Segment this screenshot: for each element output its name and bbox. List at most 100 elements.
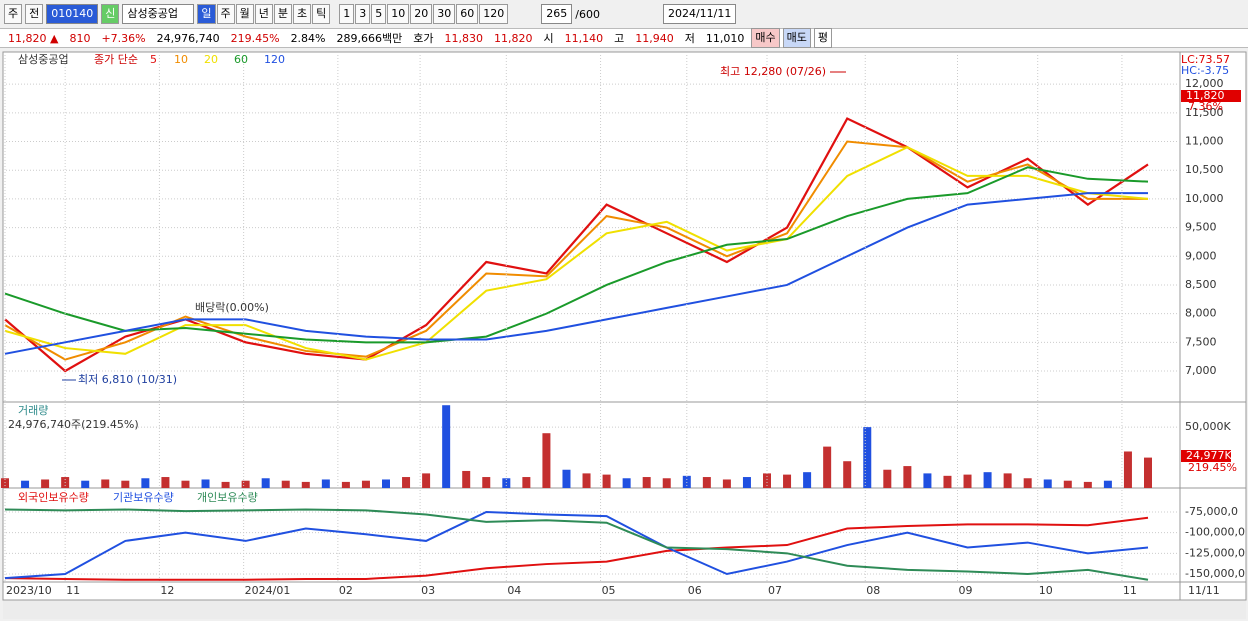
y-tick-label: 9,500 bbox=[1185, 221, 1217, 234]
volume-bar bbox=[1103, 480, 1112, 488]
interval-button[interactable]: 5 bbox=[371, 4, 387, 24]
volume-bar bbox=[1083, 481, 1092, 488]
quote-field: +7.36% bbox=[101, 31, 146, 45]
series-line bbox=[4, 508, 1149, 581]
y-tick-label: 7,000 bbox=[1185, 364, 1217, 377]
y-tick-label: -75,000,0 bbox=[1185, 505, 1238, 518]
volume-bar bbox=[763, 473, 771, 488]
period-button[interactable]: 월 bbox=[235, 4, 254, 24]
volume-bar bbox=[562, 469, 571, 488]
period-button[interactable]: 주 bbox=[216, 4, 235, 24]
count-input[interactable]: 265 bbox=[541, 4, 573, 24]
x-tick-label: 05 bbox=[602, 584, 616, 597]
volume-bar bbox=[382, 479, 390, 488]
volume-bar bbox=[442, 405, 451, 488]
quote-field: 고 bbox=[614, 32, 625, 45]
volume-bar bbox=[41, 479, 50, 488]
series-line bbox=[4, 510, 1149, 580]
interval-button[interactable]: 30 bbox=[433, 4, 456, 24]
lc-label: LC:73.57 bbox=[1181, 53, 1230, 66]
panel-subtitle: 24,976,740주(219.45%) bbox=[8, 418, 139, 431]
market-select[interactable]: 주 bbox=[4, 4, 23, 24]
interval-button[interactable]: 10 bbox=[387, 4, 410, 24]
period-button[interactable]: 초 bbox=[293, 4, 312, 24]
x-tick-label: 11 bbox=[1123, 584, 1137, 597]
interval-button[interactable]: 20 bbox=[410, 4, 433, 24]
volume-bar bbox=[1043, 479, 1052, 488]
volume-bar bbox=[1003, 473, 1012, 488]
date-input[interactable]: 2024/11/11 bbox=[662, 4, 737, 24]
volume-bar bbox=[121, 480, 130, 488]
y-tick-label: 8,000 bbox=[1185, 307, 1217, 320]
volume-bar bbox=[983, 472, 992, 488]
view-select[interactable]: 전 bbox=[25, 4, 44, 24]
volume-bar bbox=[582, 473, 591, 488]
period-button[interactable]: 일 bbox=[197, 4, 216, 24]
y-tick-label: -150,000,0 bbox=[1185, 567, 1245, 580]
annotation: 최저 6,810 (10/31) bbox=[78, 373, 177, 386]
volume-bar bbox=[863, 427, 872, 488]
legend-item: 5 bbox=[150, 53, 157, 66]
series-line bbox=[4, 146, 1149, 361]
quote-field: 24,976,740 bbox=[156, 31, 220, 45]
volume-bar bbox=[923, 473, 932, 488]
scroll-bar[interactable] bbox=[3, 601, 1246, 619]
trade-button[interactable]: 매도 bbox=[782, 28, 811, 48]
volume-bar bbox=[261, 478, 270, 488]
interval-group: 1 3 5 10 20 30 60 120 bbox=[339, 4, 509, 24]
volume-bar bbox=[301, 481, 310, 488]
last-volume: 24,977K bbox=[1186, 449, 1232, 462]
y-tick-label: 50,000K bbox=[1185, 420, 1231, 433]
quote-field: 11,010 bbox=[705, 31, 745, 45]
interval-button[interactable]: 60 bbox=[456, 4, 479, 24]
volume-bar bbox=[462, 470, 471, 488]
quote-field: 저 bbox=[684, 32, 695, 45]
y-tick-label: 11,000 bbox=[1185, 135, 1224, 148]
quote-field: 11,830 bbox=[444, 31, 484, 45]
trade-button[interactable]: 매수 bbox=[751, 28, 780, 48]
period-button[interactable]: 년 bbox=[254, 4, 273, 24]
volume-bar bbox=[682, 475, 691, 488]
period-button[interactable]: 틱 bbox=[312, 4, 331, 24]
volume-bar bbox=[101, 479, 110, 488]
interval-button[interactable]: 120 bbox=[479, 4, 509, 24]
quote-field: 시 bbox=[543, 32, 554, 45]
volume-bar bbox=[823, 446, 832, 488]
series-line bbox=[4, 166, 1149, 344]
volume-bar bbox=[522, 477, 531, 488]
volume-bar bbox=[81, 480, 90, 488]
volume-bar bbox=[1144, 457, 1152, 488]
volume-bar bbox=[21, 480, 30, 488]
x-tick-label: 02 bbox=[339, 584, 353, 597]
x-tick-label: 2024/01 bbox=[245, 584, 291, 597]
trade-button[interactable]: 평 bbox=[813, 28, 832, 48]
period-button[interactable]: 분 bbox=[273, 4, 292, 24]
y-tick-label: 7,500 bbox=[1185, 335, 1217, 348]
volume-change: 219.45% bbox=[1188, 461, 1237, 474]
x-tick-label: 09 bbox=[959, 584, 973, 597]
legend-item: 삼성중공업 bbox=[18, 53, 69, 66]
code-input[interactable]: 010140 bbox=[46, 4, 99, 24]
quote-field: 호가 bbox=[413, 32, 434, 45]
volume-bar bbox=[1, 478, 9, 488]
annotation: 배당락(0.00%) bbox=[195, 301, 269, 314]
interval-button[interactable]: 3 bbox=[355, 4, 371, 24]
x-tick-label: 2023/10 bbox=[6, 584, 52, 597]
last-price: 11,820 bbox=[1186, 89, 1225, 102]
volume-bar bbox=[482, 477, 491, 488]
y-tick-label: 10,000 bbox=[1185, 192, 1224, 205]
quote-field: 219.45% bbox=[230, 31, 280, 45]
volume-bar bbox=[742, 477, 751, 488]
y-tick-label: 8,500 bbox=[1185, 278, 1217, 291]
volume-bar bbox=[321, 479, 330, 488]
legend-item: 120 bbox=[264, 53, 285, 66]
info-bar: 11,820 ▲ 810 +7.36% 24,976,740 219.45% 2.84% 2… bbox=[0, 28, 1248, 48]
volume-bar bbox=[542, 433, 551, 488]
volume-bar bbox=[642, 477, 651, 488]
interval-button[interactable]: 1 bbox=[339, 4, 355, 24]
change: 7.36% bbox=[1188, 100, 1223, 113]
legend-item: 외국인보유수량 bbox=[18, 491, 89, 504]
annotation: 최고 12,280 (07/26) bbox=[720, 65, 826, 78]
y-tick-label: 12,000 bbox=[1185, 77, 1224, 90]
